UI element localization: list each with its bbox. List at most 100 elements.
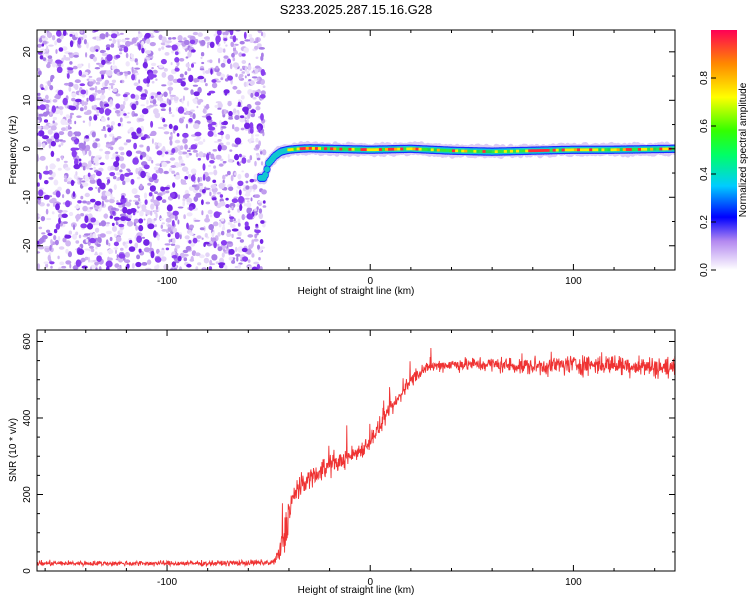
noise-blob	[221, 126, 227, 129]
noise-blob	[183, 257, 188, 262]
noise-blob	[185, 63, 190, 68]
ridge-core	[473, 149, 477, 153]
noise-blob	[113, 247, 118, 250]
noise-blob	[168, 239, 171, 243]
noise-blob	[255, 106, 261, 111]
noise-peak	[150, 95, 154, 100]
ridge-core	[592, 148, 596, 152]
noise-blob	[195, 192, 202, 198]
noise-blob	[124, 73, 128, 77]
ridge-core	[388, 147, 392, 151]
noise-peak	[166, 204, 173, 212]
noise-blob	[110, 43, 115, 48]
noise-blob	[91, 131, 96, 138]
noise-peak	[259, 239, 264, 244]
noise-blob	[240, 95, 245, 100]
ridge-core	[497, 150, 502, 153]
noise-blob	[229, 63, 233, 70]
noise-peak	[135, 261, 142, 268]
noise-peak	[140, 136, 146, 141]
noise-blob	[203, 78, 207, 83]
noise-blob	[163, 91, 168, 98]
noise-blob	[53, 179, 59, 186]
noise-blob	[167, 86, 174, 92]
noise-blob	[110, 121, 115, 126]
noise-blob	[198, 182, 203, 187]
noise-peak	[237, 180, 244, 186]
noise-blob	[253, 238, 259, 242]
noise-blob	[225, 44, 228, 47]
ridge-core	[442, 149, 447, 152]
noise-blob	[179, 266, 182, 270]
ridge-core	[577, 148, 581, 152]
noise-peak	[234, 137, 242, 145]
ridge-core	[647, 147, 651, 151]
noise-peak	[244, 225, 251, 231]
noise-blob	[222, 249, 226, 252]
noise-blob	[166, 211, 171, 214]
noise-blob	[89, 207, 94, 210]
noise-peak	[176, 78, 183, 83]
noise-peak	[140, 96, 146, 100]
noise-blob	[195, 266, 199, 270]
noise-blob	[174, 260, 180, 264]
noise-blob	[62, 140, 66, 143]
noise-peak	[176, 133, 180, 137]
noise-blob	[92, 233, 97, 239]
noise-peak	[128, 239, 133, 244]
noise-blob	[152, 99, 157, 105]
noise-blob	[172, 227, 178, 233]
noise-peak	[136, 235, 143, 243]
noise-blob	[183, 214, 186, 220]
ridge-core	[656, 147, 660, 151]
noise-blob	[114, 137, 119, 141]
noise-blob	[105, 191, 111, 197]
noise-blob	[94, 67, 101, 70]
noise-blob	[228, 256, 233, 261]
noise-blob	[181, 166, 189, 172]
noise-blob	[208, 151, 211, 156]
noise-blob	[193, 196, 199, 202]
noise-peak	[101, 74, 104, 80]
noise-blob	[107, 249, 114, 254]
ridge-core	[653, 147, 657, 151]
noise-blob	[199, 176, 203, 182]
noise-blob	[139, 144, 144, 148]
noise-blob	[181, 151, 188, 155]
noise-blob	[46, 31, 53, 39]
noise-blob	[161, 222, 165, 225]
noise-blob	[105, 239, 109, 246]
noise-blob	[37, 245, 45, 250]
ridge-core	[665, 147, 669, 151]
noise-blob	[158, 47, 162, 52]
noise-blob	[141, 236, 145, 239]
noise-blob	[64, 167, 71, 171]
noise-blob	[256, 157, 261, 161]
noise-blob	[229, 202, 236, 209]
noise-blob	[115, 93, 121, 97]
noise-peak	[125, 218, 132, 222]
noise-peak	[87, 172, 91, 177]
noise-blob	[147, 217, 152, 224]
noise-blob	[183, 39, 190, 46]
noise-blob	[197, 32, 203, 37]
noise-peak	[62, 97, 68, 106]
noise-blob	[189, 224, 194, 229]
noise-peak	[55, 59, 62, 64]
noise-peak	[71, 150, 77, 158]
noise-blob	[206, 44, 209, 49]
noise-blob	[63, 178, 68, 183]
noise-blob	[172, 37, 177, 40]
noise-blob	[119, 213, 127, 217]
noise-blob	[239, 239, 244, 243]
noise-peak	[244, 221, 249, 227]
noise-peak	[57, 89, 64, 96]
ridge-core	[537, 149, 541, 152]
noise-blob	[201, 61, 205, 65]
noise-blob	[150, 210, 153, 216]
noise-blob	[96, 77, 103, 82]
noise-blob	[178, 117, 184, 124]
noise-blob	[152, 104, 158, 107]
noise-blob	[170, 62, 173, 66]
noise-blob	[239, 116, 245, 123]
